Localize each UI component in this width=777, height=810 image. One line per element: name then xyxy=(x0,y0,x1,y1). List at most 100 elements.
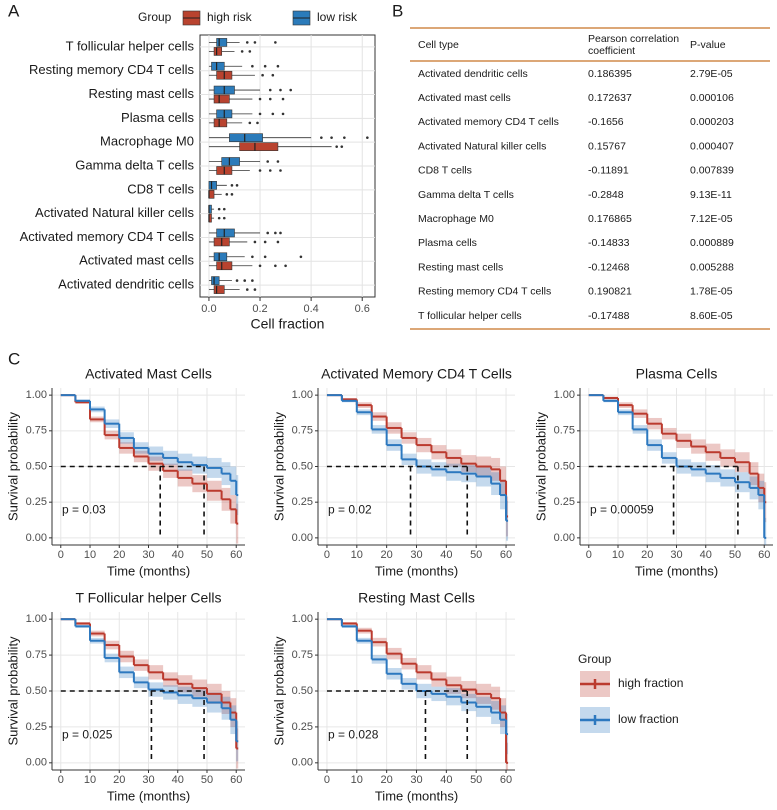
x-tick-label: 30 xyxy=(142,774,154,786)
x-tick-label: 0.4 xyxy=(303,303,318,315)
y-tick-label: 0.75 xyxy=(26,425,47,437)
table-cell: -0.17488 xyxy=(588,310,630,322)
outlier xyxy=(245,288,249,291)
x-axis-title: Time (months) xyxy=(375,788,458,803)
table-cell: -0.2848 xyxy=(588,189,624,201)
outlier xyxy=(276,240,280,244)
outlier xyxy=(235,184,239,187)
outlier xyxy=(230,193,234,196)
y-tick-label: 0.75 xyxy=(292,425,313,437)
curves xyxy=(60,394,239,544)
panel-label: A xyxy=(8,1,20,20)
outlier xyxy=(271,73,275,77)
legend-label: high fraction xyxy=(618,676,683,690)
outlier xyxy=(266,160,270,163)
outlier xyxy=(274,41,277,44)
outlier xyxy=(222,216,226,220)
x-tick-label: 40 xyxy=(700,549,712,561)
y-axis-title: Survival probability xyxy=(533,411,548,521)
legend-label: low fraction xyxy=(618,712,679,726)
y-axis-title: Survival probability xyxy=(5,636,20,746)
outlier xyxy=(281,112,285,116)
x-tick-label: 50 xyxy=(201,549,213,561)
curves xyxy=(326,618,509,770)
chart-title: Activated Memory CD4 T Cells xyxy=(321,366,512,382)
y-tick-label: 0.75 xyxy=(554,425,575,437)
x-tick-label: 60 xyxy=(500,549,512,561)
box xyxy=(208,190,215,199)
y-tick-label: 0.75 xyxy=(26,649,47,661)
x-tick-label: 20 xyxy=(381,549,393,561)
chart-title: Resting Mast Cells xyxy=(358,590,475,606)
y-axis-title: Survival probability xyxy=(5,411,20,521)
outlier xyxy=(253,41,257,44)
table-cell: -0.14833 xyxy=(588,237,630,249)
legend-title: Group xyxy=(138,10,172,24)
outlier xyxy=(258,112,262,116)
table-cell: 0.176865 xyxy=(588,213,632,225)
outlier xyxy=(268,169,272,172)
x-tick-label: 20 xyxy=(641,549,653,561)
outlier xyxy=(248,121,252,125)
table-header: Cell type xyxy=(418,39,459,51)
x-tick-label: 30 xyxy=(142,549,154,561)
x-tick-label: 0 xyxy=(324,774,330,786)
y-tick-label: 0.00 xyxy=(292,532,313,544)
box xyxy=(229,133,263,142)
table-cell: T follicular helper cells xyxy=(418,310,522,322)
box xyxy=(213,285,225,294)
chart-title: Activated Mast Cells xyxy=(85,366,212,382)
box xyxy=(216,38,228,47)
table-cell: -0.11891 xyxy=(588,165,629,177)
outlier xyxy=(276,64,280,68)
box xyxy=(211,61,225,71)
y-tick-label: 0.25 xyxy=(26,721,47,733)
table-cell: Resting mast cells xyxy=(418,261,503,273)
outlier xyxy=(279,169,282,172)
y-tick-label: 0.75 xyxy=(292,649,313,661)
outlier xyxy=(258,169,262,172)
table-cell: 7.12E-05 xyxy=(690,213,733,225)
y-tick-label: 0.50 xyxy=(26,685,47,697)
outlier xyxy=(235,279,239,282)
y-tick-label: 0.25 xyxy=(26,496,47,508)
y-tick-label: 0.25 xyxy=(554,496,575,508)
chart-title: T Follicular helper Cells xyxy=(75,590,221,606)
panel-label: C xyxy=(8,349,20,368)
x-axis-title: Time (months) xyxy=(107,788,190,803)
outlier xyxy=(251,255,254,259)
outlier xyxy=(274,231,277,235)
x-tick-label: 0 xyxy=(586,549,592,561)
y-tick-label: 0.50 xyxy=(26,460,47,472)
y-axis-title: Survival probability xyxy=(271,411,286,521)
table-cell: Activated Natural killer cells xyxy=(418,140,546,152)
table-cell: 0.186395 xyxy=(588,68,632,80)
table-cell: 0.000889 xyxy=(690,237,734,249)
box xyxy=(239,142,279,151)
table-cell: Macrophage M0 xyxy=(418,213,494,225)
table-cell: Gamma delta T cells xyxy=(418,189,514,201)
table-cell: -0.1656 xyxy=(588,116,624,128)
p-value: p = 0.028 xyxy=(328,727,379,741)
outlier xyxy=(253,240,257,244)
x-tick-label: 50 xyxy=(729,549,741,561)
outlier xyxy=(274,264,277,268)
p-value: p = 0.02 xyxy=(328,503,372,517)
legend-label: high risk xyxy=(207,10,253,24)
table-cell: 0.190821 xyxy=(588,286,632,298)
outlier xyxy=(284,264,287,268)
outlier xyxy=(289,88,292,92)
outlier xyxy=(217,207,221,211)
x-tick-label: 30 xyxy=(410,549,422,561)
outlier xyxy=(330,136,333,139)
table-cell: 0.172637 xyxy=(588,92,632,104)
y-tick-label: 0.50 xyxy=(292,685,313,697)
x-tick-label: 0 xyxy=(58,774,64,786)
table-cell: Activated memory CD4 T cells xyxy=(418,116,559,128)
outlier xyxy=(251,64,254,68)
table-cell: Plasma cells xyxy=(418,237,477,249)
outlier xyxy=(253,288,257,291)
y-tick-label: 0.50 xyxy=(554,460,575,472)
